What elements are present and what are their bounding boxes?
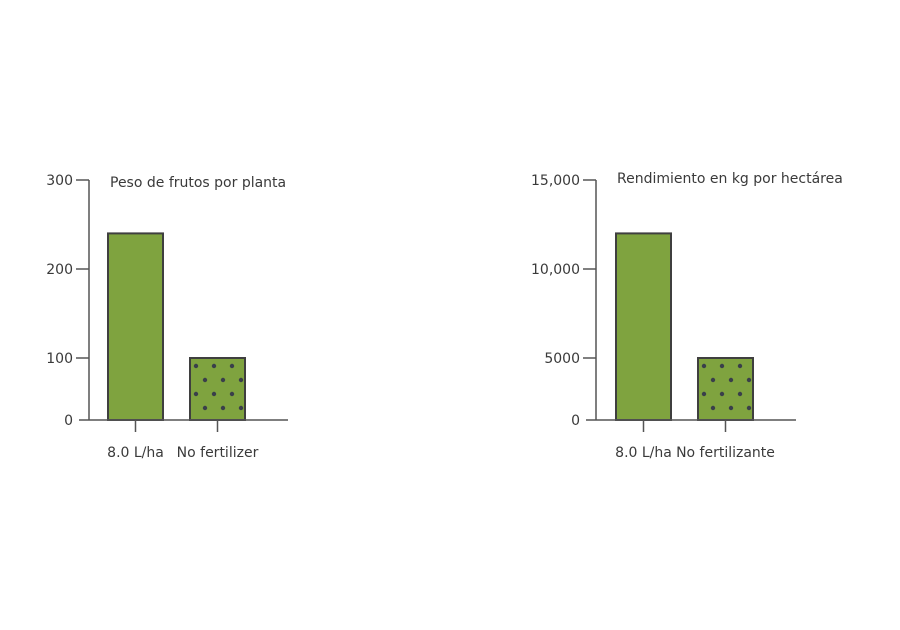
chart-title: Peso de frutos por planta [110, 175, 286, 191]
pattern-dot [737, 391, 743, 397]
chart-yield-per-hectare: Rendimiento en kg por hectárea 8.0 L/ha N… [531, 171, 843, 461]
y-tick-label: 300 [46, 173, 73, 189]
pattern-dot [728, 405, 734, 411]
pattern-dot [220, 377, 226, 383]
y-tick-label: 5000 [544, 351, 580, 367]
y-tick-label: 0 [64, 413, 73, 429]
pattern-dot [238, 405, 244, 411]
bar-1 [615, 232, 672, 421]
pattern-dot [238, 377, 244, 383]
pattern-dot [202, 377, 208, 383]
bar-1 [107, 232, 164, 421]
y-tick-label: 15,000 [531, 173, 580, 189]
pattern-dot [710, 405, 716, 411]
pattern-dot [229, 363, 235, 369]
pattern-dot [728, 377, 734, 383]
pattern-dot [193, 391, 199, 397]
y-tick-label: 100 [46, 351, 73, 367]
pattern-dot [710, 377, 716, 383]
x-tick-label: No fertilizer [177, 445, 259, 461]
x-tick-label: No fertilizante [676, 445, 775, 461]
pattern-dot [202, 405, 208, 411]
pattern-dot [746, 377, 752, 383]
bar-2 [189, 357, 246, 421]
pattern-dot [719, 363, 725, 369]
pattern-dot [701, 363, 707, 369]
y-tick-label: 200 [46, 262, 73, 278]
pattern-dot [229, 391, 235, 397]
pattern-dot [737, 363, 743, 369]
pattern-dot [701, 391, 707, 397]
pattern-dot [746, 405, 752, 411]
pattern-dot [719, 391, 725, 397]
x-tick-label: 8.0 L/ha [615, 445, 672, 461]
bar-2 [697, 357, 754, 421]
x-tick-label: 8.0 L/ha [107, 445, 164, 461]
pattern-dot [211, 363, 217, 369]
pattern-dot [211, 391, 217, 397]
y-tick-label: 0 [571, 413, 580, 429]
pattern-dot [193, 363, 199, 369]
y-tick-label: 10,000 [531, 262, 580, 278]
chart-fruit-weight: Peso de frutos por planta 8.0 L/ha No fer… [46, 173, 288, 461]
chart-title: Rendimiento en kg por hectárea [617, 171, 843, 187]
pattern-dot [220, 405, 226, 411]
